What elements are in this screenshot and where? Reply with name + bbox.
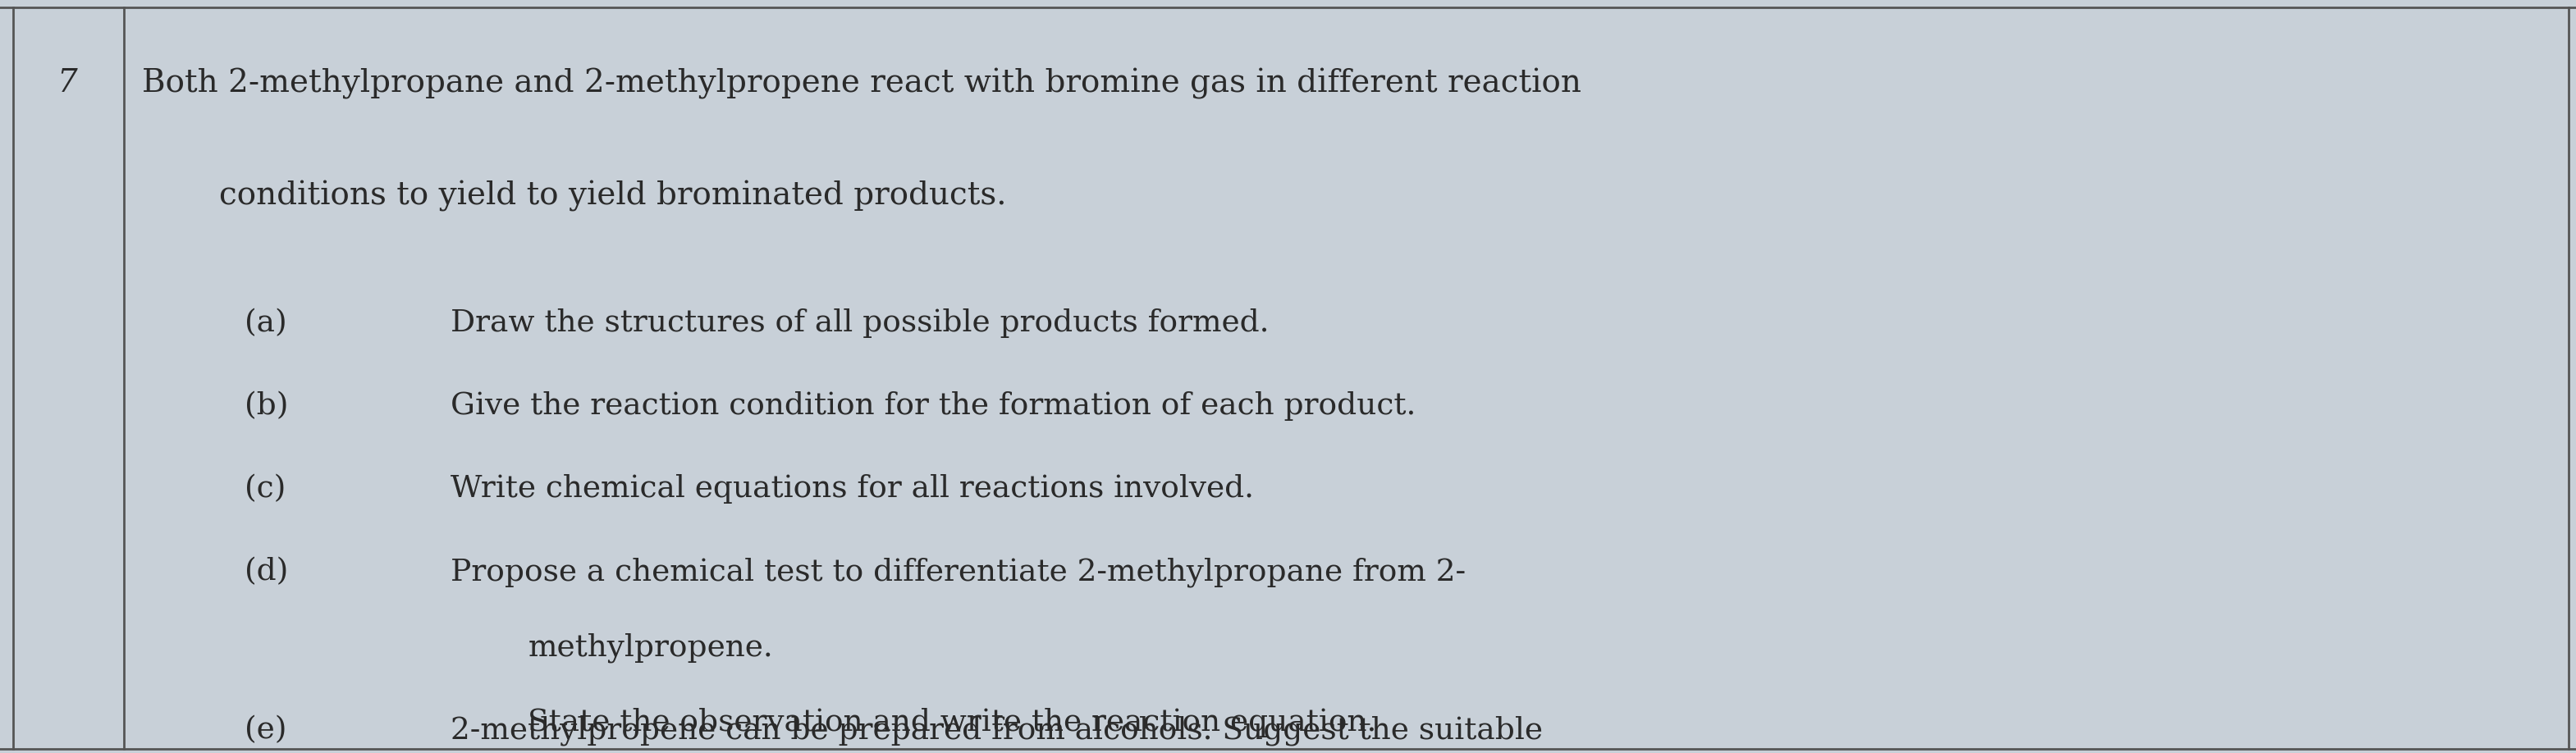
Text: (c): (c)	[245, 474, 286, 504]
Text: State the observation and write the reaction equation.: State the observation and write the reac…	[528, 708, 1378, 737]
Text: conditions to yield to yield brominated products.: conditions to yield to yield brominated …	[219, 181, 1007, 212]
Text: 2-methylpropene can be prepared from alcohols. Suggest the suitable: 2-methylpropene can be prepared from alc…	[451, 715, 1543, 745]
Text: Give the reaction condition for the formation of each product.: Give the reaction condition for the form…	[451, 392, 1417, 421]
Text: Both 2-methylpropane and 2-methylpropene react with bromine gas in different rea: Both 2-methylpropane and 2-methylpropene…	[142, 68, 1582, 99]
Text: (d): (d)	[245, 557, 289, 587]
Text: (a): (a)	[245, 309, 286, 338]
Text: Write chemical equations for all reactions involved.: Write chemical equations for all reactio…	[451, 474, 1255, 504]
Text: (e): (e)	[245, 715, 286, 745]
Text: (b): (b)	[245, 392, 289, 421]
Text: 7: 7	[57, 68, 77, 98]
Text: methylpropene.: methylpropene.	[528, 633, 773, 663]
Text: Propose a chemical test to differentiate 2-methylpropane from 2-: Propose a chemical test to differentiate…	[451, 557, 1466, 587]
Text: Draw the structures of all possible products formed.: Draw the structures of all possible prod…	[451, 309, 1270, 338]
